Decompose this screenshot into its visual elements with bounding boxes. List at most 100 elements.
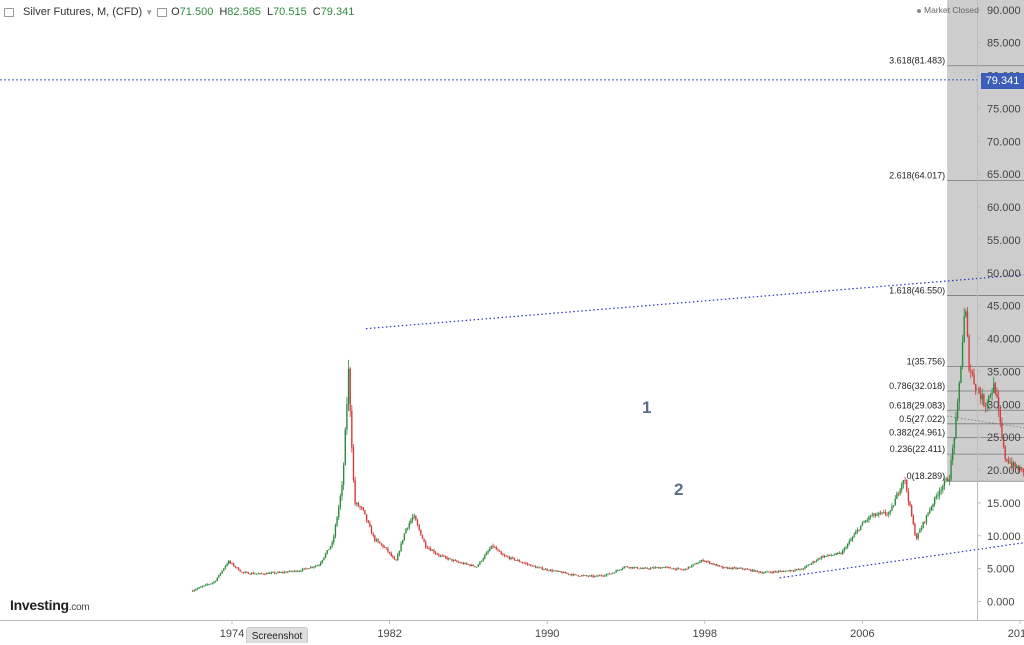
candle-body: [840, 552, 842, 555]
candle-body: [388, 551, 391, 553]
candle-body: [474, 566, 476, 567]
candle-body: [438, 554, 440, 556]
candle-body: [851, 537, 854, 540]
candle-body: [251, 572, 253, 574]
candle-body: [448, 558, 450, 560]
candle-body: [827, 554, 829, 556]
candle-body: [832, 555, 834, 556]
candle-body: [1004, 446, 1006, 459]
candle-body: [607, 573, 609, 575]
y-tick-label: 75.000: [987, 103, 1021, 115]
candle-body: [313, 566, 315, 568]
candle-body: [807, 564, 809, 566]
screenshot-button[interactable]: Screenshot: [246, 627, 308, 643]
symbol-title[interactable]: Silver Futures, M, (CFD): [23, 6, 143, 18]
settings-box-icon[interactable]: [157, 7, 168, 17]
candle-body: [562, 572, 565, 574]
candle-body: [221, 570, 223, 574]
candle-body: [594, 576, 596, 577]
candle-body: [264, 574, 266, 575]
candle-body: [592, 575, 594, 577]
y-tick-label: 85.000: [987, 38, 1021, 50]
candle-body: [349, 368, 351, 411]
candle-body: [336, 517, 338, 526]
y-tick-label: 50.000: [987, 268, 1021, 280]
candle-body: [282, 572, 284, 573]
candle-body: [892, 505, 895, 507]
candle-body: [817, 558, 819, 561]
candle-body: [784, 570, 786, 572]
candle-body: [323, 557, 325, 561]
candle-body: [797, 569, 800, 570]
candle-body: [963, 315, 965, 343]
y-tick-label: 0.000: [987, 597, 1015, 609]
candle-body: [608, 573, 611, 575]
logo-suffix: .com: [68, 602, 90, 613]
candle-body: [557, 571, 560, 572]
candle-body: [285, 571, 287, 573]
candle-body: [277, 572, 279, 573]
candle-body: [434, 552, 437, 554]
candle-body: [214, 581, 217, 582]
candle-body: [983, 394, 985, 406]
candle-body: [663, 567, 665, 569]
candle-body: [861, 522, 864, 526]
logo-name: Investing: [10, 597, 69, 613]
candle-body: [971, 371, 974, 375]
candle-body: [234, 566, 236, 568]
candle-body: [518, 560, 520, 562]
candle-body: [991, 392, 993, 396]
candle-body: [709, 561, 711, 564]
candle-body: [815, 560, 818, 562]
candle-body: [480, 560, 483, 562]
candle-body: [833, 554, 836, 556]
candle-body: [750, 569, 752, 572]
candle-body: [505, 555, 507, 557]
candle-body: [909, 501, 911, 506]
candle-body: [375, 539, 378, 541]
candle-body: [773, 571, 775, 573]
investing-logo[interactable]: Investing.com: [10, 597, 90, 613]
candle-body: [590, 575, 593, 577]
candle-body: [392, 555, 394, 558]
candle-body: [617, 570, 619, 571]
candle-body: [774, 571, 777, 573]
candle-body: [602, 575, 604, 577]
collapse-icon[interactable]: [4, 7, 14, 17]
candle-body: [646, 567, 649, 569]
candle-body: [395, 559, 397, 561]
candle-body: [393, 557, 396, 560]
candle-body: [252, 572, 255, 574]
candle-body: [810, 563, 813, 565]
candle-body: [669, 567, 672, 569]
candle-body: [421, 535, 424, 539]
chevron-down-icon[interactable]: ▼: [145, 7, 154, 17]
candle-body: [761, 572, 763, 574]
candle-body: [339, 496, 342, 507]
candle-body: [628, 567, 630, 569]
candle-body: [538, 567, 540, 569]
candle-body: [1001, 422, 1003, 437]
candle-body: [316, 565, 319, 567]
candle-body: [672, 568, 675, 570]
candle-body: [924, 521, 926, 523]
candle-body: [293, 570, 296, 572]
candle-body: [311, 566, 314, 568]
candle-body: [403, 533, 406, 540]
candle-body: [272, 572, 274, 574]
candle-body: [365, 514, 368, 521]
candle-body: [1002, 436, 1005, 447]
candle-body: [319, 562, 322, 566]
candle-body: [231, 562, 233, 564]
candle-body: [359, 506, 361, 508]
chart-legend: Silver Futures, M, (CFD) ▼ O71.500 H82.5…: [4, 4, 360, 20]
candle-body: [406, 527, 409, 529]
candle-body: [305, 568, 307, 570]
candle-body: [584, 575, 586, 577]
candle-body: [735, 567, 737, 569]
y-tick-label: 90.000: [987, 5, 1021, 17]
candle-body: [600, 575, 603, 577]
candle-body: [597, 575, 599, 577]
candle-body: [922, 521, 924, 528]
